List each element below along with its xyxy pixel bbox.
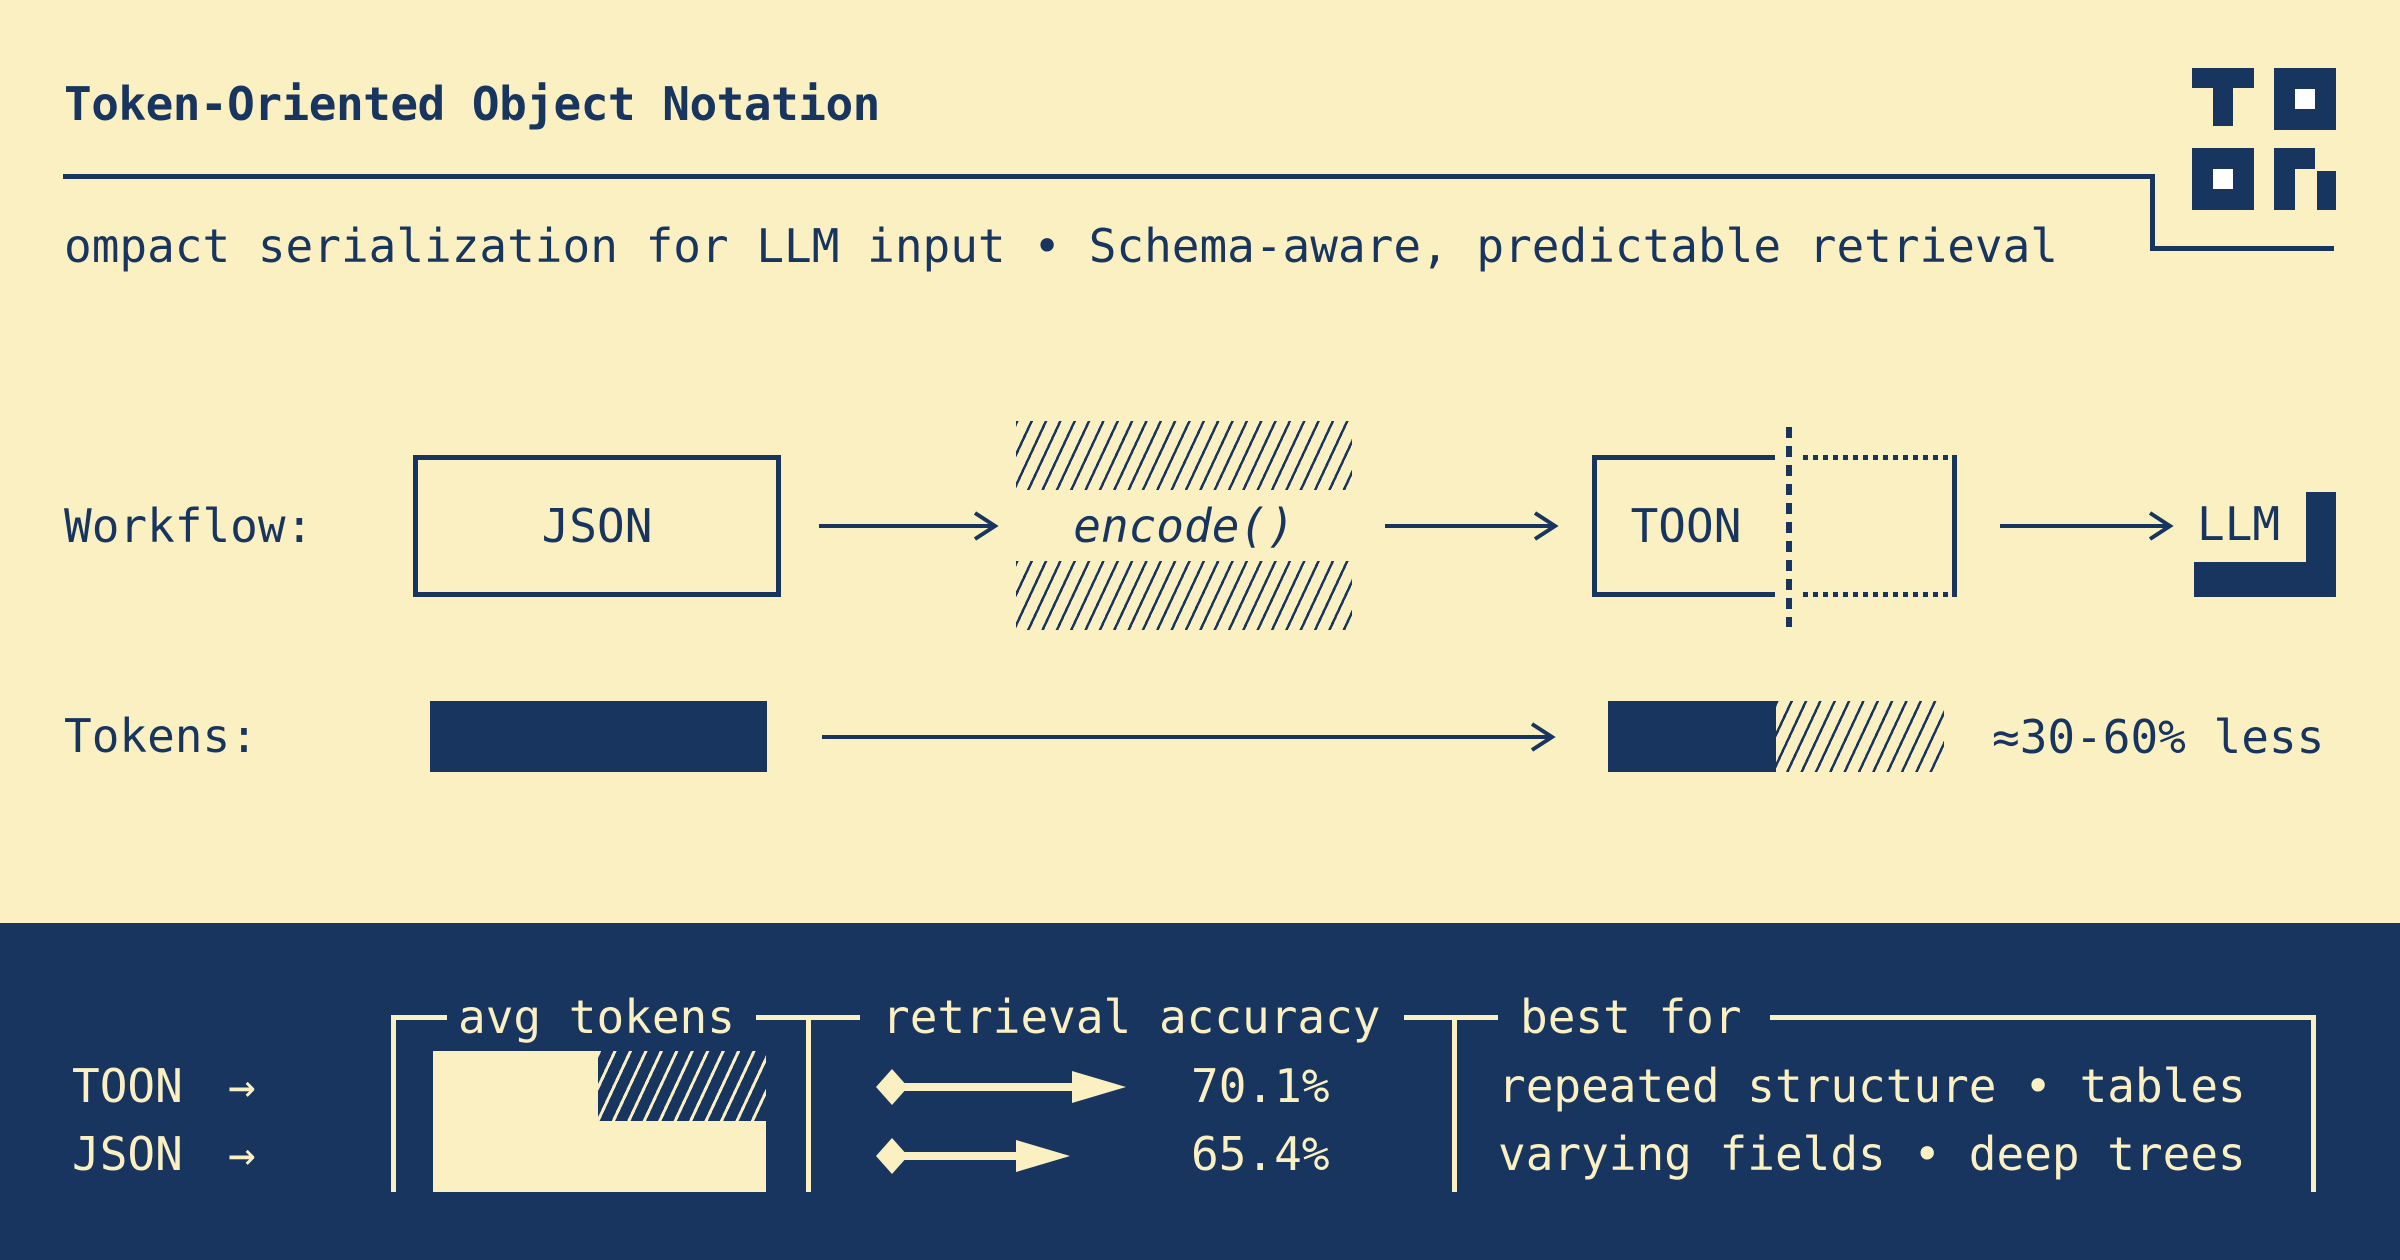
column-header-best-for: best for: [1520, 990, 1742, 1045]
avg-tokens-bar-json: [433, 1121, 766, 1192]
token-savings-label: ≈30-60% less: [1992, 710, 2325, 765]
header-rule-seg-a: [391, 1015, 447, 1020]
subtitle: ompact serialization for LLM input • Sch…: [64, 219, 2058, 274]
column-header-avg-tokens: avg tokens: [458, 990, 735, 1045]
toon-box-right-edge: [1952, 455, 1957, 597]
accuracy-value-json: 65.4%: [1191, 1127, 1330, 1182]
column-header-accuracy: retrieval accuracy: [882, 990, 1381, 1045]
best-for-json: varying fields • deep trees: [1498, 1127, 2246, 1182]
toon-result-label: TOON: [1630, 499, 1742, 553]
flow-arrow-1-icon: [819, 511, 999, 541]
toon-token-bar-saved-hatch: [1776, 701, 1944, 772]
header-divider-line: [63, 174, 2152, 179]
header-divider-step: [2150, 174, 2155, 251]
toon-box-dotted-bottom: [1803, 592, 1957, 597]
logo-letter-o-top-icon: [2274, 68, 2336, 130]
llm-label: LLM: [2197, 497, 2281, 552]
row-arrow-toon-icon: →: [228, 1059, 256, 1114]
header-rule-seg-c: [1404, 1015, 1498, 1020]
accuracy-arrow-toon-icon: [876, 1069, 1126, 1105]
column-divider-1: [806, 1015, 811, 1192]
best-for-toon: repeated structure • tables: [1498, 1059, 2246, 1114]
row-label-toon: TOON: [72, 1059, 183, 1114]
column-bracket-right: [2311, 1015, 2316, 1192]
toon-token-bar-solid: [1608, 701, 1776, 772]
toon-box-dashed-divider: [1786, 427, 1792, 627]
logo-letter-n-icon: [2274, 148, 2336, 210]
row-arrow-json-icon: →: [228, 1127, 256, 1182]
json-source-box: JSON: [413, 455, 781, 597]
header-divider-tail: [2150, 246, 2334, 251]
logo-letter-o-bottom-icon: [2192, 148, 2254, 210]
encode-hatch-bottom: [1016, 561, 1352, 630]
comparison-panel: [0, 923, 2400, 1260]
avg-tokens-bar-toon-saved-hatch: [598, 1051, 766, 1121]
encode-label: encode(): [1073, 498, 1295, 553]
column-divider-2: [1452, 1015, 1457, 1192]
row-label-json: JSON: [72, 1127, 183, 1182]
header-rule-seg-d: [1770, 1015, 2316, 1020]
flow-arrow-2-icon: [1385, 511, 1559, 541]
encode-hatch-top: [1016, 421, 1352, 490]
toon-logo: [2192, 68, 2336, 210]
accuracy-arrow-json-icon: [876, 1138, 1070, 1174]
encode-step: encode(): [1016, 421, 1352, 630]
tokens-flow-arrow-icon: [822, 722, 1556, 752]
accuracy-value-toon: 70.1%: [1191, 1059, 1330, 1114]
tokens-label: Tokens:: [64, 709, 258, 764]
toon-result-box: TOON: [1592, 455, 1775, 597]
workflow-label: Workflow:: [64, 499, 314, 554]
json-token-bar: [430, 701, 767, 772]
llm-corner-bracket-horizontal: [2194, 562, 2336, 597]
column-bracket-left: [391, 1015, 396, 1192]
avg-tokens-bar-toon-solid: [433, 1051, 598, 1121]
json-source-label: JSON: [541, 499, 653, 553]
logo-letter-t-icon: [2192, 68, 2254, 126]
toon-box-dotted-top: [1803, 455, 1957, 460]
flow-arrow-3-icon: [2000, 511, 2174, 541]
page-title: Token-Oriented Object Notation: [64, 77, 880, 132]
